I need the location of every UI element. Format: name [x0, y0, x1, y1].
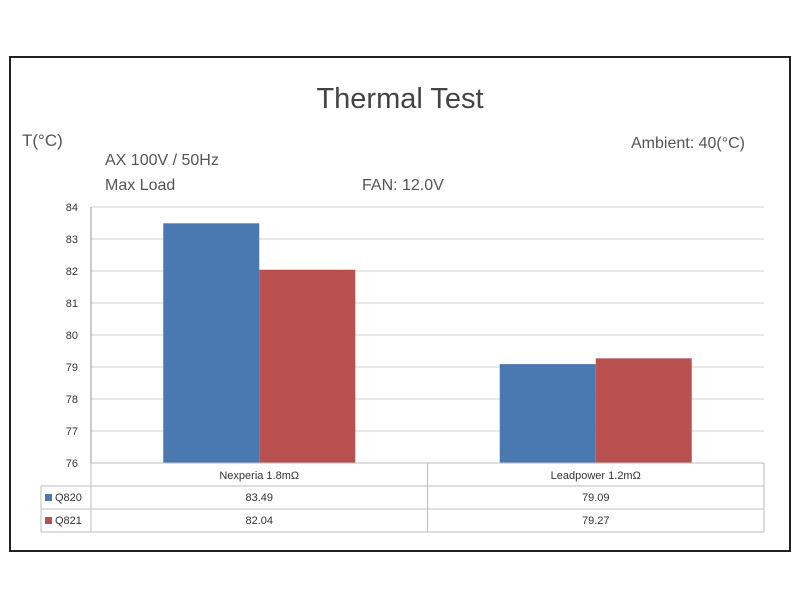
data-value-q821-1: 79.27: [582, 515, 610, 527]
bar-q820-0: [163, 223, 260, 463]
y-tick-label: 78: [66, 394, 78, 406]
ambient-note: Ambient: 40(°C): [631, 135, 745, 152]
legend-swatch-q820: [45, 494, 52, 501]
y-tick-label: 77: [66, 426, 78, 438]
condition-line-1: AX 100V / 50Hz: [105, 152, 219, 169]
y-tick-label: 80: [66, 330, 78, 342]
category-label: Leadpower 1.2mΩ: [551, 470, 641, 482]
y-tick-label: 79: [66, 362, 78, 374]
data-value-q820-0: 83.49: [245, 492, 273, 504]
y-axis-label: T(°C): [22, 131, 63, 150]
legend-label-q821: Q821: [55, 515, 82, 527]
category-label: Nexperia 1.8mΩ: [219, 470, 299, 482]
legend-label-q820: Q820: [55, 492, 82, 504]
bar-q821-0: [259, 269, 356, 463]
y-tick-label: 84: [66, 202, 78, 214]
data-value-q821-0: 82.04: [245, 515, 273, 527]
bar-q821-1: [595, 358, 692, 463]
y-tick-label: 83: [66, 234, 78, 246]
condition-line-2: Max Load: [105, 177, 176, 194]
bar-q820-1: [499, 364, 596, 463]
y-tick-label: 76: [66, 458, 78, 470]
data-value-q820-1: 79.09: [582, 492, 610, 504]
chart-frame: [9, 56, 791, 552]
fan-note: FAN: 12.0V: [362, 177, 444, 194]
chart-title: Thermal Test: [316, 83, 484, 115]
legend-swatch-q821: [45, 517, 52, 524]
y-tick-label: 81: [66, 298, 78, 310]
y-tick-label: 82: [66, 266, 78, 278]
